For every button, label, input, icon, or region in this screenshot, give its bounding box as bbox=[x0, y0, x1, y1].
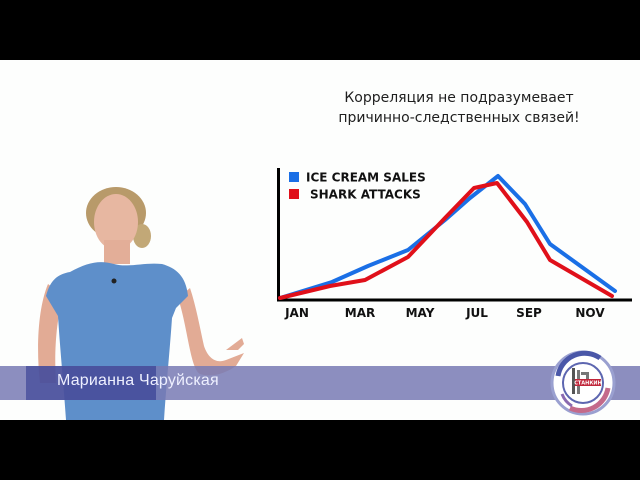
letterbox-top bbox=[0, 0, 640, 60]
x-tick-label: MAR bbox=[345, 306, 375, 320]
x-tick-label: NOV bbox=[575, 306, 605, 320]
line-chart: ICE CREAM SALES SHARK ATTACKS JAN MAR MA… bbox=[277, 168, 632, 320]
legend-shark-swatch bbox=[289, 189, 299, 199]
university-logo-icon: СТАНКИН bbox=[550, 350, 616, 416]
series-shark-attacks bbox=[278, 181, 614, 300]
lower-third-overlap bbox=[26, 366, 156, 400]
slide-caption: Корреляция не подразумевает причинно-сле… bbox=[334, 88, 584, 128]
legend-ice-cream-swatch bbox=[289, 172, 299, 182]
presenter-name: Марианна Чаруйская bbox=[57, 372, 219, 389]
x-tick-label: JAN bbox=[284, 306, 309, 320]
logo-text: СТАНКИН bbox=[574, 381, 602, 387]
letterbox-bottom bbox=[0, 420, 640, 480]
legend-shark-label: SHARK ATTACKS bbox=[310, 188, 421, 202]
caption-line-2: причинно-следственных связей! bbox=[338, 110, 580, 126]
video-frame: Корреляция не подразумевает причинно-сле… bbox=[0, 60, 640, 420]
series-ice-cream-sales bbox=[278, 174, 617, 300]
x-tick-label: SEP bbox=[516, 306, 542, 320]
x-tick-label: JUL bbox=[465, 306, 488, 320]
legend-ice-cream-label: ICE CREAM SALES bbox=[306, 171, 426, 185]
x-tick-label: MAY bbox=[406, 306, 435, 320]
caption-line-1: Корреляция не подразумевает bbox=[344, 90, 574, 106]
